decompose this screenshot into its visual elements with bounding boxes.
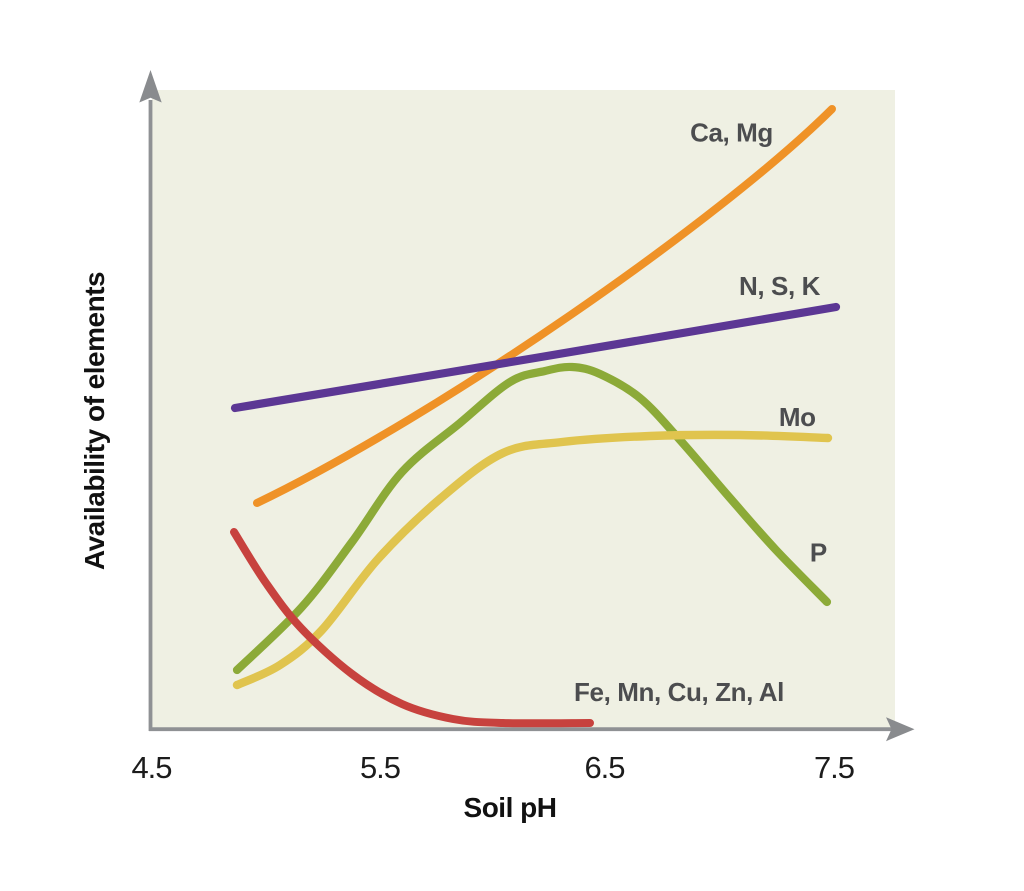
- svg-text:Ca, Mg: Ca, Mg: [690, 118, 773, 148]
- svg-text:Availability of elements: Availability of elements: [79, 272, 110, 570]
- svg-text:4.5: 4.5: [131, 750, 171, 785]
- svg-text:7.5: 7.5: [814, 750, 854, 785]
- svg-text:Fe, Mn, Cu, Zn, Al: Fe, Mn, Cu, Zn, Al: [574, 677, 784, 707]
- svg-text:N, S, K: N, S, K: [739, 271, 821, 301]
- svg-text:Mo: Mo: [779, 402, 816, 432]
- svg-text:P: P: [810, 538, 827, 568]
- svg-text:5.5: 5.5: [360, 750, 400, 785]
- svg-text:Soil pH: Soil pH: [464, 792, 557, 823]
- svg-text:6.5: 6.5: [584, 750, 624, 785]
